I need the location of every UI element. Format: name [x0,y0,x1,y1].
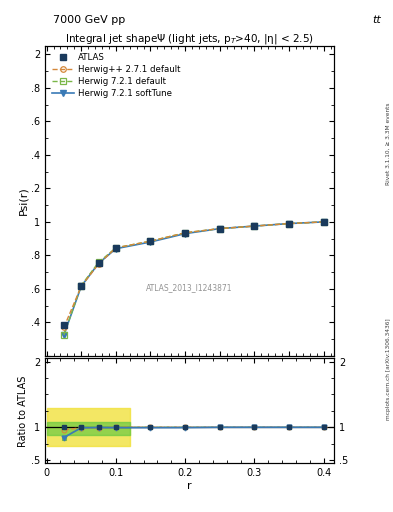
Text: 7000 GeV pp: 7000 GeV pp [53,15,125,26]
Text: ATLAS_2013_I1243871: ATLAS_2013_I1243871 [146,283,233,292]
Text: Rivet 3.1.10, ≥ 3.3M events: Rivet 3.1.10, ≥ 3.3M events [386,102,391,185]
Text: mcplots.cern.ch [arXiv:1306.3436]: mcplots.cern.ch [arXiv:1306.3436] [386,318,391,419]
Y-axis label: Ratio to ATLAS: Ratio to ATLAS [18,375,28,446]
Title: Integral jet shapeΨ (light jets, p$_T$>40, |η| < 2.5): Integral jet shapeΨ (light jets, p$_T$>4… [65,32,314,46]
Y-axis label: Psi(r): Psi(r) [18,186,28,216]
Legend: ATLAS, Herwig++ 2.7.1 default, Herwig 7.2.1 default, Herwig 7.2.1 softTune: ATLAS, Herwig++ 2.7.1 default, Herwig 7.… [50,50,183,100]
Text: tt: tt [373,15,381,26]
X-axis label: r: r [187,481,192,491]
